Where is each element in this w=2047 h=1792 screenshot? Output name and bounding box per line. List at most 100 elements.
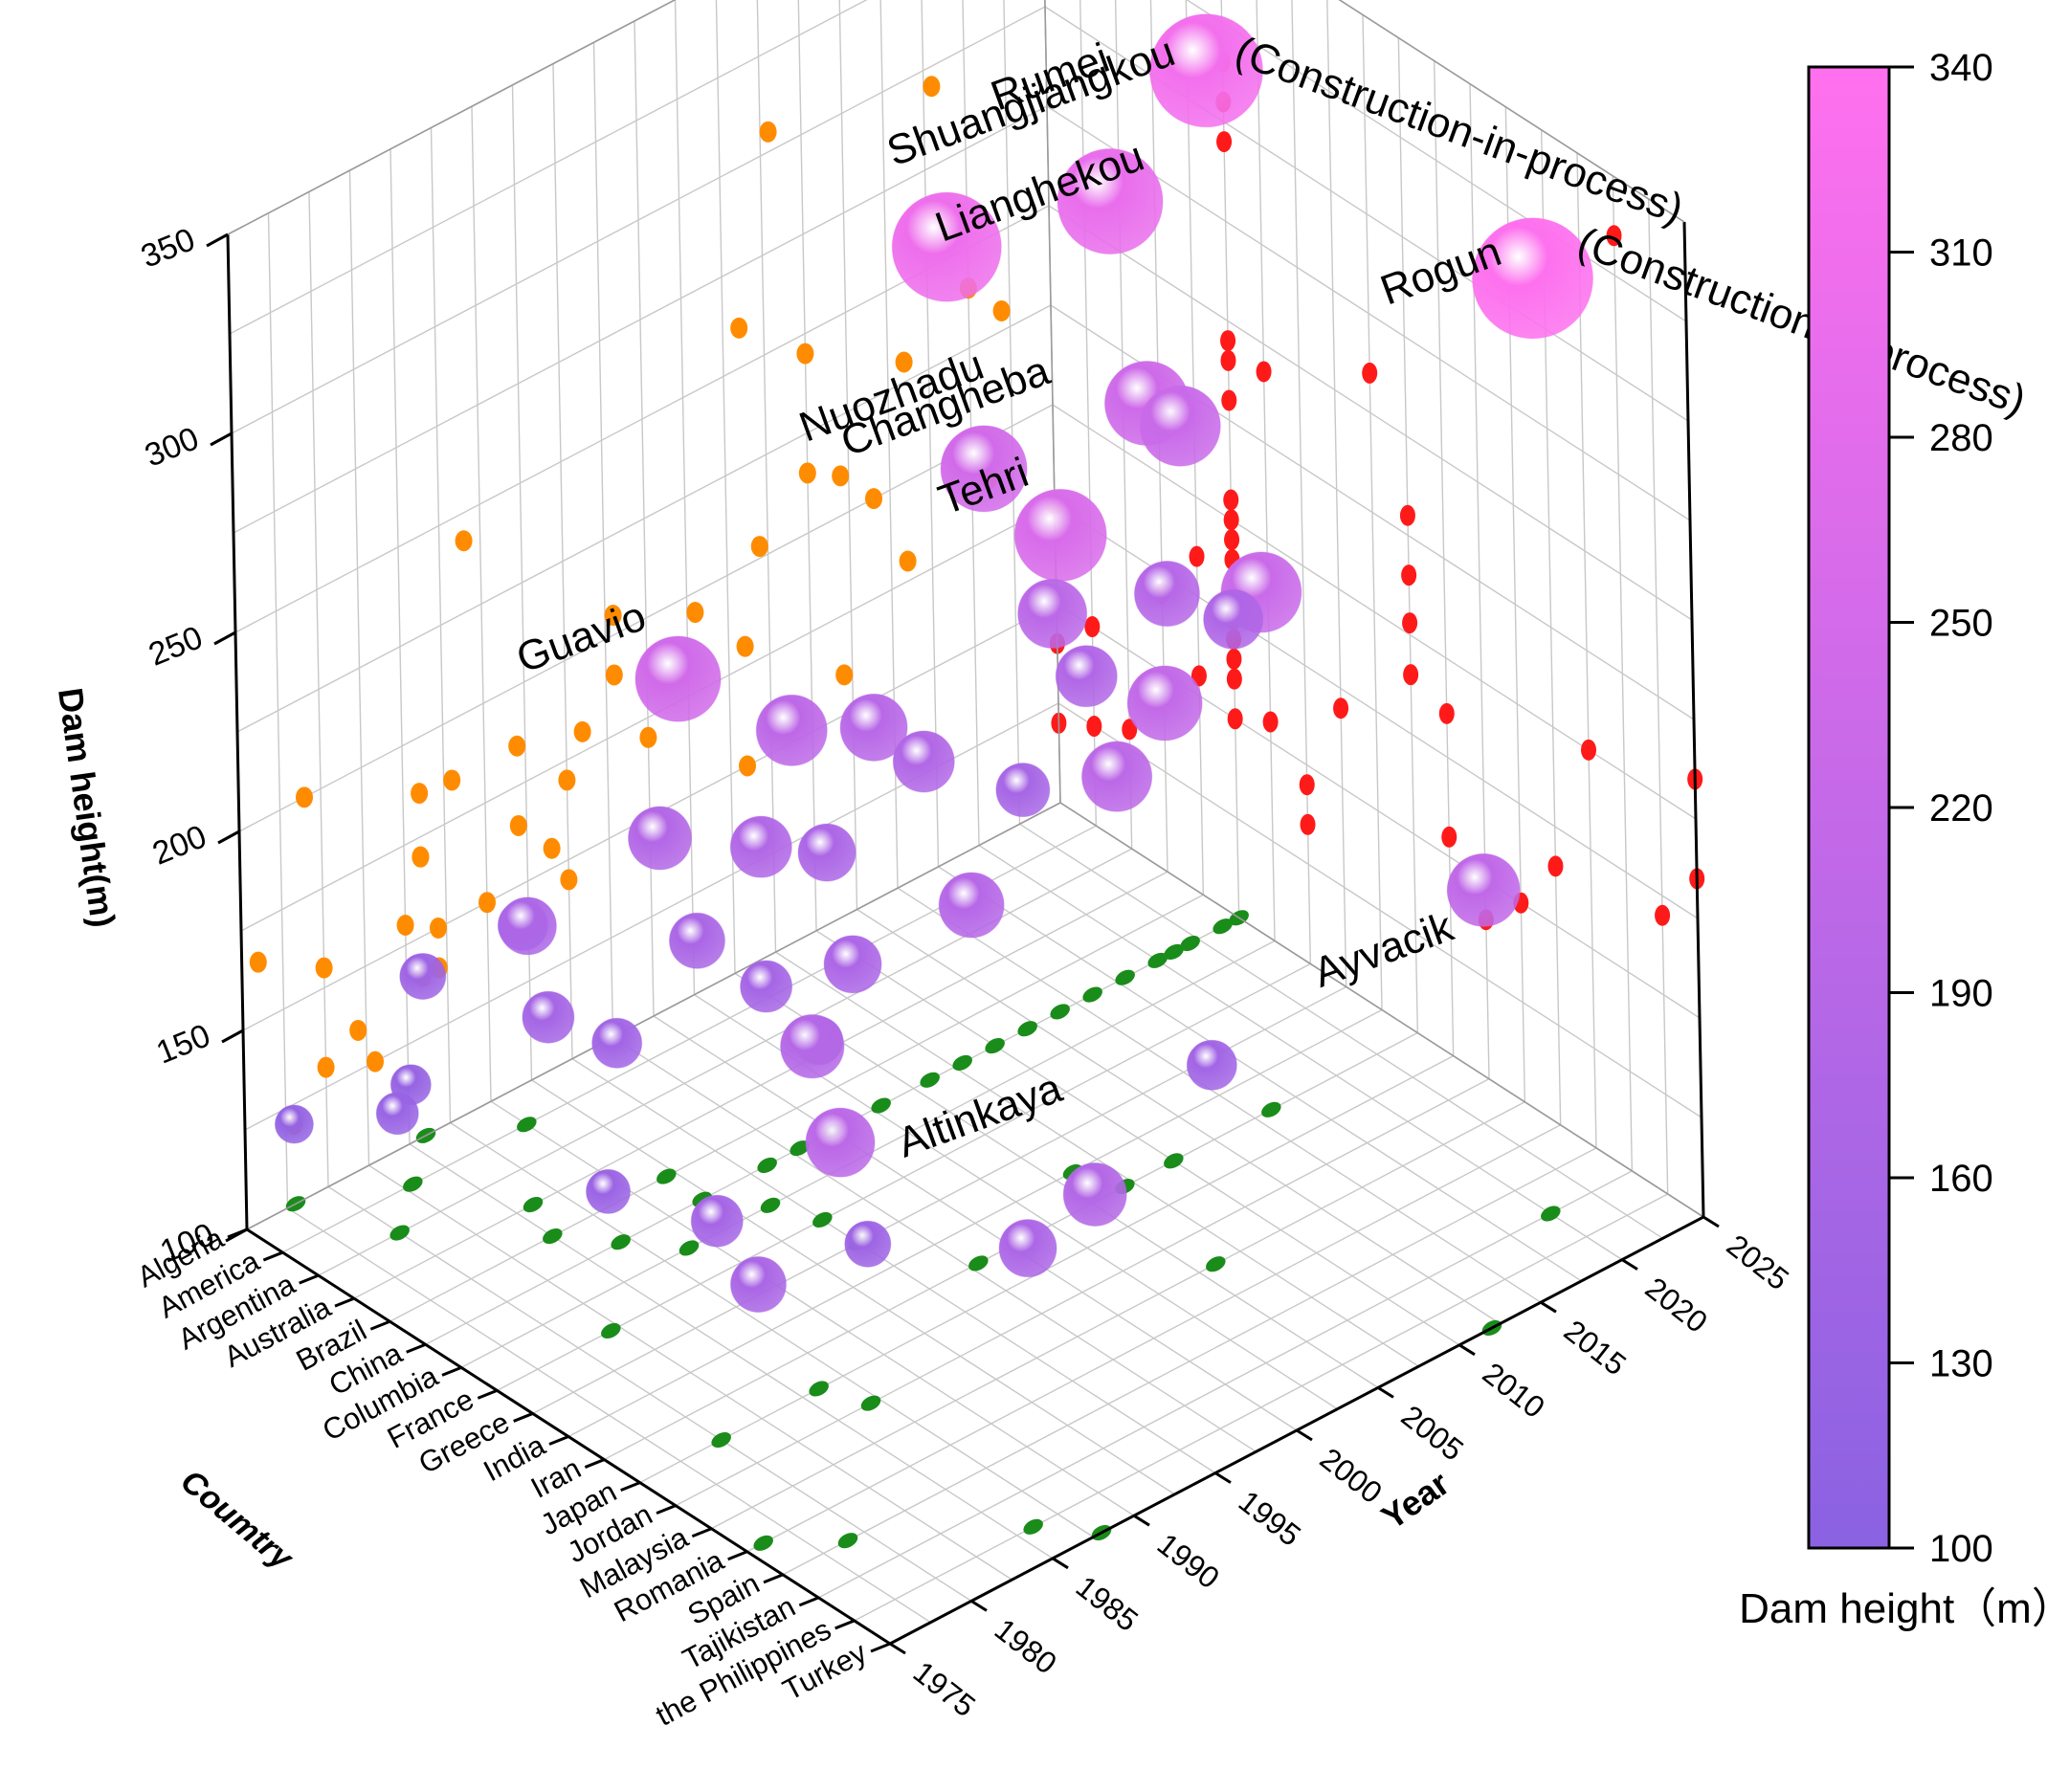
height-tick <box>213 631 236 646</box>
height-tick-label: 200 <box>147 818 211 872</box>
grid-line <box>978 845 1623 1261</box>
floor-projection-point <box>968 1255 989 1272</box>
year-wall-projection-point <box>736 635 754 657</box>
dam-sphere <box>1139 385 1221 467</box>
dam-sphere <box>1080 741 1153 812</box>
height-tick-label: 300 <box>140 420 204 474</box>
dam-sphere <box>690 1194 744 1248</box>
year-tick <box>1296 1428 1313 1442</box>
height-axis-title: Dam height(m) <box>51 685 123 929</box>
year-wall-projection-point <box>796 343 814 365</box>
floor-projection-point <box>1147 952 1168 968</box>
country-wall-projection-point <box>1581 739 1596 761</box>
country-tick <box>620 1481 641 1493</box>
floor-projection-point <box>790 1140 810 1157</box>
dam-sphere <box>844 1220 892 1268</box>
floor-projection-point <box>1213 918 1233 935</box>
grid-line <box>233 105 1048 534</box>
dam-sphere <box>892 730 955 793</box>
country-wall-projection-point <box>1547 855 1564 877</box>
year-wall-projection-point <box>315 957 333 979</box>
country-wall-projection-point <box>1190 665 1207 687</box>
dam-sphere <box>740 960 793 1013</box>
country-wall-projection-point <box>1086 716 1102 738</box>
country-wall-projection-point <box>1606 225 1622 247</box>
dam-sphere <box>375 1092 419 1136</box>
floor-projection-point <box>1017 1021 1037 1037</box>
colorbar-tick-label: 340 <box>1929 47 1993 89</box>
dam-sphere <box>1013 488 1107 582</box>
year-wall-projection-point <box>604 605 622 627</box>
year-tick <box>1133 1514 1150 1527</box>
floor-projection-point <box>711 1431 731 1449</box>
year-tick <box>1377 1386 1394 1399</box>
floor-projection-point <box>403 1176 423 1192</box>
dam-sphere <box>805 1107 876 1178</box>
grid-line <box>897 887 1542 1303</box>
country-wall-projection-point <box>1262 711 1279 733</box>
year-tick <box>1214 1471 1232 1484</box>
dam-sphere <box>586 1168 632 1214</box>
dam-sphere <box>1472 217 1594 340</box>
year-wall-projection-point <box>730 317 748 339</box>
year-tick <box>970 1600 988 1612</box>
year-wall-projection-point <box>573 720 591 742</box>
country-tick <box>513 1412 534 1423</box>
floor-projection-point <box>1541 1206 1561 1222</box>
country-wall-projection-point <box>1220 349 1236 371</box>
dam-sphere <box>522 990 575 1044</box>
country-wall-projection-point <box>1189 545 1205 567</box>
year-wall-projection-point <box>249 951 267 973</box>
floor-projection-point <box>871 1097 891 1114</box>
dam-sphere <box>729 1255 787 1313</box>
country-tick <box>477 1388 498 1400</box>
year-wall-projection-point <box>798 462 816 484</box>
dam-sphere <box>1126 665 1203 741</box>
dam-sphere <box>1055 645 1118 708</box>
dam-sphere <box>797 823 857 882</box>
grid-line <box>775 951 1419 1367</box>
year-wall-projection-point <box>317 1056 335 1078</box>
axis-line <box>1059 802 1704 1218</box>
country-tick <box>870 1642 891 1653</box>
year-wall-projection-point <box>865 488 882 510</box>
year-wall-projection-point <box>832 465 850 487</box>
year-tick-label: 1975 <box>907 1654 982 1723</box>
axis-line <box>227 0 677 235</box>
dam-sphere <box>1446 852 1521 927</box>
country-tick <box>656 1504 677 1515</box>
grid-line <box>229 0 868 335</box>
floor-projection-point <box>812 1211 833 1228</box>
year-tick-label: 1980 <box>989 1612 1063 1681</box>
floor-projection-point <box>601 1322 621 1339</box>
year-wall-projection-point <box>639 726 657 748</box>
year-wall-projection-point <box>443 769 461 791</box>
year-wall-projection-point <box>412 846 430 868</box>
grid-line <box>938 866 1582 1282</box>
dam-sphere <box>1017 578 1088 649</box>
grid-line <box>857 908 1501 1325</box>
floor-projection-point <box>1050 1004 1070 1020</box>
year-wall-projection-point <box>411 783 429 805</box>
country-wall-projection-point <box>1084 616 1101 638</box>
country-tick <box>584 1458 605 1469</box>
year-wall-projection-point <box>478 892 496 914</box>
year-tick-label: 1990 <box>1151 1526 1226 1595</box>
floor-projection-point <box>753 1535 773 1551</box>
country-tick <box>548 1435 569 1446</box>
grid-line <box>236 304 1052 733</box>
colorbar: 100 130 160 190 220 250 280 310 340 Dam height（m） <box>1739 47 2047 1632</box>
grid-line <box>815 930 1460 1346</box>
country-tick <box>727 1550 748 1561</box>
floor-projection-point <box>1206 1256 1226 1272</box>
grid-line <box>1048 205 1693 621</box>
dam-sphere <box>399 952 447 1000</box>
grid-line <box>1019 823 1663 1239</box>
year-tick-label: 2005 <box>1395 1399 1470 1468</box>
year-wall-projection-point <box>509 814 527 836</box>
year-tick <box>889 1642 906 1655</box>
dam-sphere <box>891 191 1002 302</box>
country-tick <box>227 1228 248 1239</box>
country-tick <box>262 1250 283 1262</box>
floor-projection-point <box>952 1054 972 1071</box>
